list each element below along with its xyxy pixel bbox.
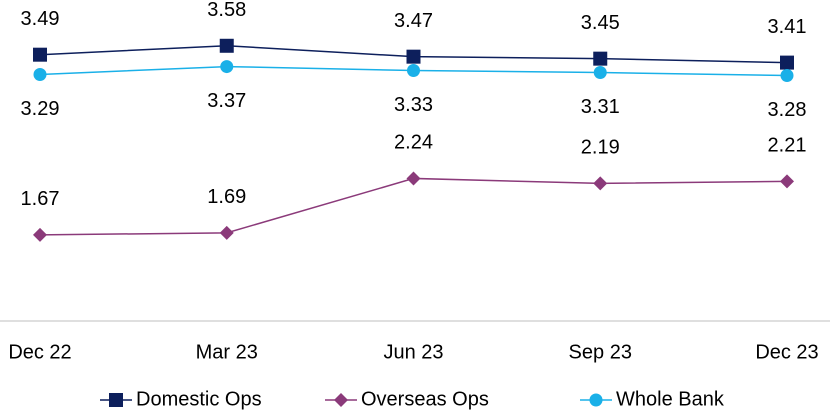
x-tick-label: Dec 23 <box>755 341 818 363</box>
data-point <box>780 55 794 70</box>
data-label: 3.58 <box>207 0 246 21</box>
x-tick-label: Sep 23 <box>569 341 632 363</box>
data-label: 3.33 <box>394 94 433 116</box>
data-label: 1.69 <box>207 186 246 208</box>
legend-label: Domestic Ops <box>136 388 262 410</box>
data-point <box>593 176 608 191</box>
data-label: 3.41 <box>768 16 807 38</box>
data-label: 2.19 <box>581 137 620 159</box>
x-tick-label: Jun 23 <box>383 341 443 363</box>
data-point <box>593 66 607 80</box>
data-label: 2.24 <box>394 132 433 154</box>
data-label: 1.67 <box>21 188 60 210</box>
series-line <box>39 177 788 236</box>
data-label: 3.29 <box>21 98 60 120</box>
data-point <box>780 68 794 82</box>
data-label: 2.21 <box>768 135 807 157</box>
data-point <box>33 67 47 81</box>
data-label: 3.45 <box>581 12 620 34</box>
data-label: 3.28 <box>768 99 807 121</box>
data-point <box>219 225 234 240</box>
data-point <box>219 38 234 53</box>
data-point <box>780 174 794 189</box>
data-point <box>406 49 421 64</box>
x-tick-label: Dec 22 <box>8 341 71 363</box>
legend-marker <box>109 393 123 407</box>
data-point <box>33 47 47 62</box>
data-label: 3.37 <box>207 90 246 112</box>
data-point <box>407 64 420 78</box>
legend-marker <box>589 393 603 407</box>
data-label: 3.31 <box>581 96 620 118</box>
legend-label: Overseas Ops <box>361 388 489 410</box>
legend-label: Whole Bank <box>616 388 725 410</box>
data-label: 3.49 <box>21 8 60 30</box>
data-point <box>406 171 421 186</box>
data-point <box>33 227 47 242</box>
data-point <box>220 60 234 74</box>
legend-marker <box>334 393 348 407</box>
x-tick-label: Mar 23 <box>196 341 258 363</box>
data-label: 3.47 <box>394 10 433 32</box>
data-point <box>593 51 608 66</box>
